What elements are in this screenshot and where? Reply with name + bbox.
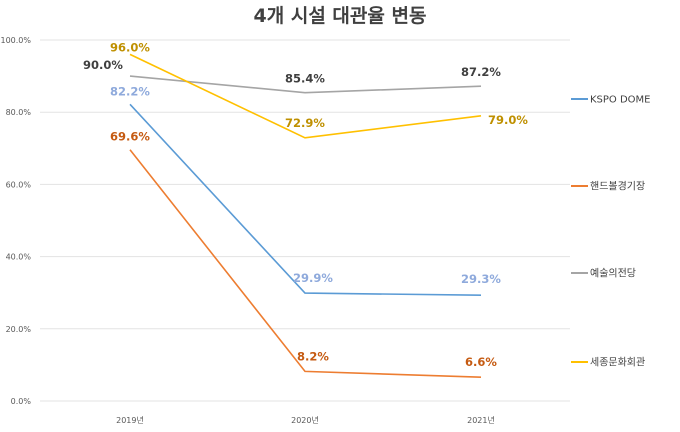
data-label: 87.2% (461, 65, 501, 79)
legend-label: 예술의전당 (590, 268, 636, 280)
y-tick-label: 100.0% (0, 36, 31, 45)
y-tick-label: 20.0% (6, 325, 32, 334)
data-label: 29.3% (461, 272, 501, 286)
legend-label: 세종문화회관 (590, 357, 645, 369)
series-line-1 (129, 103, 482, 296)
x-tick-label: 2021년 (467, 415, 495, 425)
data-label: 85.4% (285, 72, 325, 86)
data-label: 69.6% (110, 130, 150, 144)
y-axis-ticks: 0.0% 20.0% 40.0% 60.0% 80.0% 100.0% (0, 36, 31, 406)
data-labels: 82.2% 29.9% 29.3% 69.6% 8.2% 6.6% 90.0% 85.4% 87… (83, 40, 528, 369)
legend-label: 핸드볼경기장 (590, 180, 645, 193)
data-label: 6.6% (465, 355, 497, 369)
gridlines (40, 39, 570, 402)
data-label: 8.2% (297, 349, 329, 363)
series-line-2 (129, 149, 482, 378)
chart-title: 4개 시설 대관율 변동 (254, 5, 427, 27)
data-label: 79.0% (488, 113, 528, 127)
data-label: 96.0% (110, 40, 150, 54)
x-tick-label: 2019년 (116, 415, 144, 425)
data-label: 29.9% (293, 271, 333, 285)
y-tick-label: 0.0% (11, 397, 32, 406)
series-lines (129, 53, 482, 378)
x-tick-label: 2020년 (291, 415, 319, 425)
y-tick-label: 60.0% (6, 180, 32, 189)
legend-label: KSPO DOME (590, 95, 651, 106)
data-label: 90.0% (83, 58, 123, 72)
y-tick-label: 80.0% (6, 108, 32, 117)
x-axis-ticks: 2019년 2020년 2021년 (116, 415, 495, 425)
data-label: 82.2% (110, 84, 150, 98)
series-line-4 (129, 53, 482, 139)
y-tick-label: 40.0% (6, 253, 32, 262)
data-label: 72.9% (285, 116, 325, 130)
